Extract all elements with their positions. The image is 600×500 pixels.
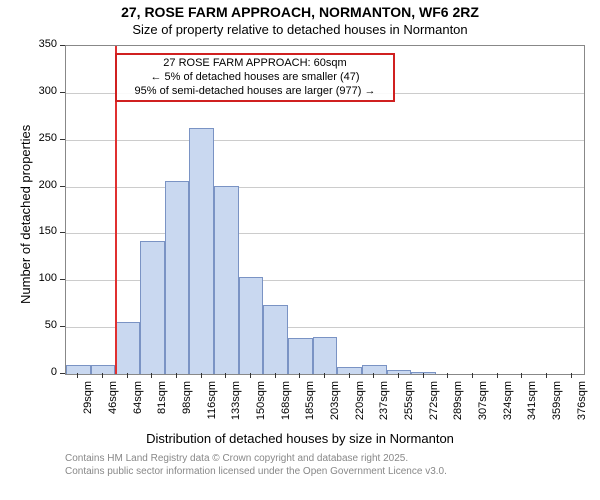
xtick-label: 98sqm [181, 381, 193, 431]
xtick [571, 373, 572, 378]
xtick-label: 46sqm [107, 381, 119, 431]
footer-line: Contains HM Land Registry data © Crown c… [65, 453, 447, 466]
xtick [546, 373, 547, 378]
y-axis-label: Number of detached properties [18, 125, 33, 304]
xtick [225, 373, 226, 378]
ytick-label: 350 [27, 38, 57, 50]
xtick-label: 185sqm [304, 381, 316, 431]
annotation-line: ← 5% of detached houses are smaller (47) [121, 71, 389, 85]
chart-subtitle: Size of property relative to detached ho… [0, 22, 600, 37]
ytick [60, 373, 65, 374]
histogram-bar [313, 337, 338, 374]
footer-line: Contains public sector information licen… [65, 466, 447, 479]
x-axis-label: Distribution of detached houses by size … [0, 431, 600, 446]
xtick [151, 373, 152, 378]
ytick-label: 0 [27, 366, 57, 378]
histogram-bar [66, 365, 91, 374]
xtick [324, 373, 325, 378]
xtick-label: 133sqm [230, 381, 242, 431]
ytick [60, 45, 65, 46]
histogram-bar [165, 181, 190, 374]
histogram-bar [214, 186, 239, 374]
grid-line-y [66, 233, 584, 234]
xtick-label: 150sqm [255, 381, 267, 431]
xtick-label: 376sqm [576, 381, 588, 431]
xtick [349, 373, 350, 378]
histogram-bar [189, 128, 214, 374]
xtick [77, 373, 78, 378]
ytick-label: 300 [27, 85, 57, 97]
xtick [299, 373, 300, 378]
xtick-label: 81sqm [156, 381, 168, 431]
grid-line-y [66, 140, 584, 141]
histogram-bar [362, 365, 387, 374]
ytick [60, 232, 65, 233]
histogram-bar [115, 322, 140, 374]
xtick [176, 373, 177, 378]
ytick [60, 186, 65, 187]
xtick [521, 373, 522, 378]
xtick-label: 237sqm [378, 381, 390, 431]
annotation-line: 95% of semi-detached houses are larger (… [121, 85, 389, 99]
xtick [250, 373, 251, 378]
xtick [275, 373, 276, 378]
ytick [60, 139, 65, 140]
xtick-label: 168sqm [280, 381, 292, 431]
xtick-label: 203sqm [329, 381, 341, 431]
xtick-label: 255sqm [403, 381, 415, 431]
histogram-bar [411, 372, 436, 374]
xtick [497, 373, 498, 378]
xtick [447, 373, 448, 378]
histogram-bar [239, 277, 264, 374]
histogram-bar [140, 241, 165, 374]
xtick [373, 373, 374, 378]
xtick-label: 359sqm [551, 381, 563, 431]
ytick [60, 92, 65, 93]
grid-line-y [66, 187, 584, 188]
histogram-bar [263, 305, 288, 374]
xtick-label: 307sqm [477, 381, 489, 431]
annotation-box: 27 ROSE FARM APPROACH: 60sqm← 5% of deta… [115, 53, 395, 102]
xtick [127, 373, 128, 378]
xtick-label: 324sqm [502, 381, 514, 431]
ytick [60, 279, 65, 280]
ytick-label: 50 [27, 319, 57, 331]
ytick [60, 326, 65, 327]
footer: Contains HM Land Registry data © Crown c… [65, 453, 447, 478]
histogram-bar [288, 338, 313, 374]
xtick-label: 289sqm [452, 381, 464, 431]
xtick [102, 373, 103, 378]
xtick [398, 373, 399, 378]
xtick-label: 116sqm [206, 381, 218, 431]
xtick [472, 373, 473, 378]
xtick [201, 373, 202, 378]
chart-title: 27, ROSE FARM APPROACH, NORMANTON, WF6 2… [0, 4, 600, 20]
xtick-label: 29sqm [82, 381, 94, 431]
histogram-bar [337, 367, 362, 374]
xtick-label: 64sqm [132, 381, 144, 431]
xtick-label: 272sqm [428, 381, 440, 431]
annotation-line: 27 ROSE FARM APPROACH: 60sqm [121, 57, 389, 71]
xtick-label: 341sqm [526, 381, 538, 431]
xtick [423, 373, 424, 378]
xtick-label: 220sqm [354, 381, 366, 431]
